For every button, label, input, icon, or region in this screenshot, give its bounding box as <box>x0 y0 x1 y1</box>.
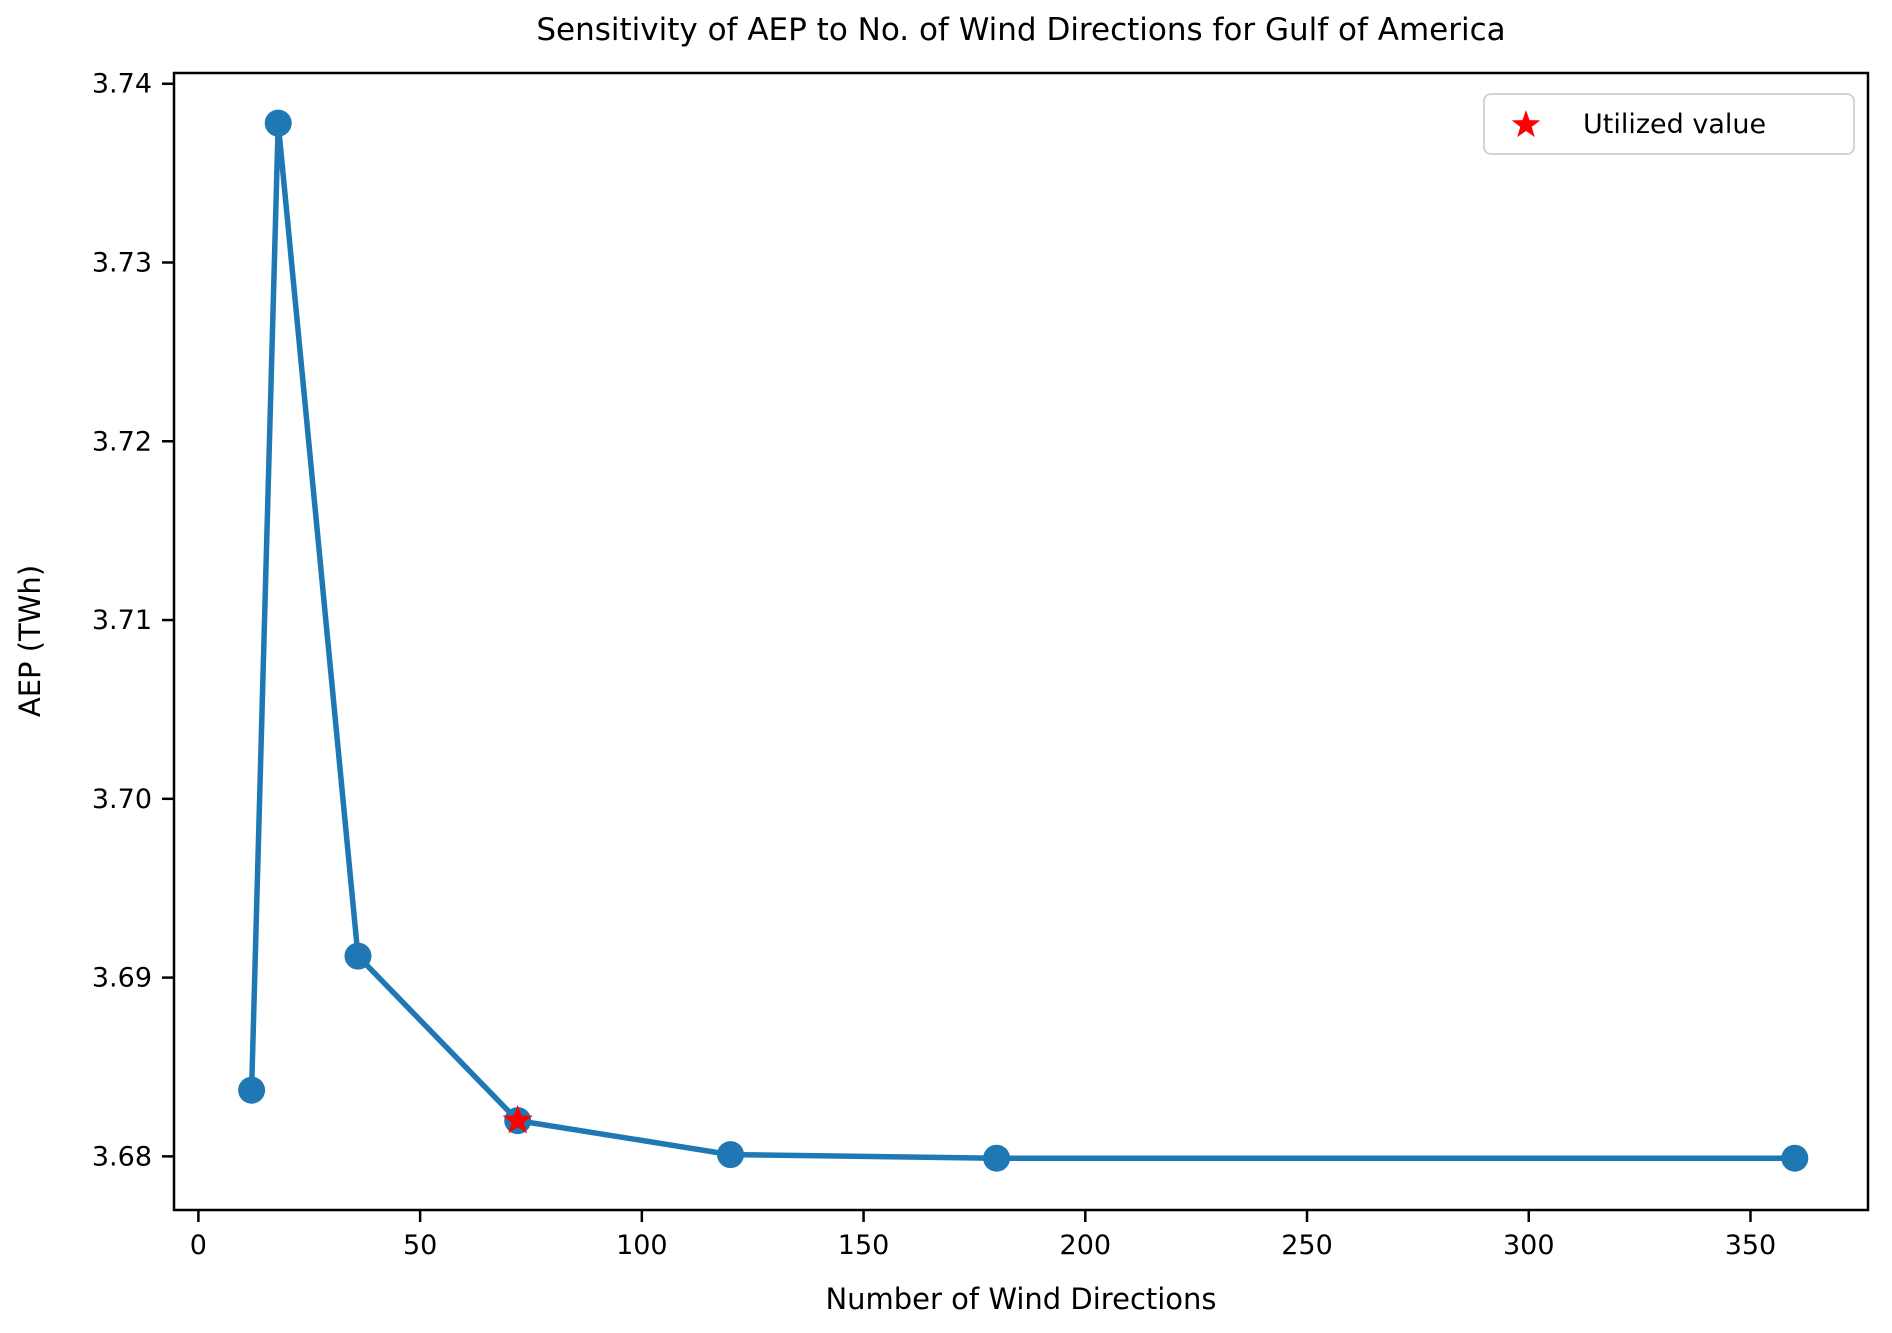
y-axis-label: AEP (TWh) <box>13 564 47 718</box>
data-point-marker <box>983 1144 1011 1172</box>
x-tick-label: 350 <box>1725 1230 1777 1261</box>
data-point-marker <box>1781 1144 1809 1172</box>
chart-title: Sensitivity of AEP to No. of Wind Direct… <box>536 12 1506 48</box>
x-tick-label: 50 <box>403 1230 437 1261</box>
legend: Utilized value <box>1483 93 1855 155</box>
x-tick-label: 150 <box>838 1230 890 1261</box>
x-tick-label: 0 <box>190 1230 207 1261</box>
y-tick-label: 3.74 <box>92 69 152 100</box>
data-point-marker <box>344 942 372 970</box>
legend-star-shape <box>1511 110 1541 138</box>
y-tick-label: 3.70 <box>92 784 152 815</box>
data-point-marker <box>238 1076 266 1104</box>
x-tick-label: 100 <box>616 1230 668 1261</box>
x-tick-label: 300 <box>1503 1230 1555 1261</box>
x-tick-label: 200 <box>1060 1230 1112 1261</box>
axes-frame <box>172 71 1870 1212</box>
data-point-marker <box>264 109 292 137</box>
x-tick-label: 250 <box>1281 1230 1333 1261</box>
legend-label: Utilized value <box>1583 108 1767 140</box>
y-tick-label: 3.69 <box>92 963 152 994</box>
y-tick-label: 3.68 <box>92 1141 152 1172</box>
x-axis-label: Number of Wind Directions <box>825 1282 1217 1316</box>
data-point-marker <box>717 1141 744 1169</box>
y-tick-label: 3.72 <box>92 426 152 457</box>
data-line <box>248 120 1798 1161</box>
utilized-star-marker <box>502 1104 533 1134</box>
legend-star-icon <box>1511 110 1541 138</box>
y-tick-label: 3.73 <box>92 248 152 279</box>
y-tick-label: 3.71 <box>92 605 152 636</box>
